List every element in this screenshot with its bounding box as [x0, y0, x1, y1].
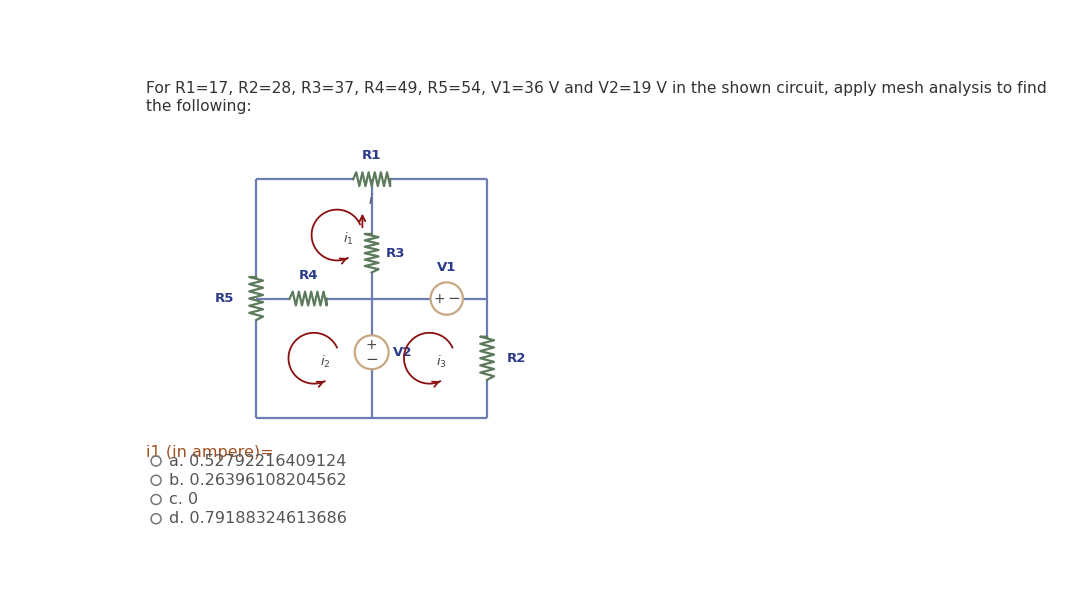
- Text: a. 0.52792216409124: a. 0.52792216409124: [170, 453, 347, 468]
- Text: V2: V2: [393, 346, 413, 359]
- Text: V1: V1: [437, 261, 456, 274]
- Text: +: +: [433, 292, 445, 306]
- Text: c. 0: c. 0: [170, 492, 199, 507]
- Text: $i_3$: $i_3$: [436, 354, 446, 370]
- Text: $i_1$: $i_1$: [343, 231, 354, 247]
- Text: R2: R2: [506, 352, 526, 365]
- Text: R1: R1: [362, 149, 381, 162]
- Text: −: −: [365, 352, 378, 367]
- Text: i1 (in ampere)=: i1 (in ampere)=: [146, 445, 274, 460]
- Text: R4: R4: [298, 268, 318, 281]
- Text: R5: R5: [216, 292, 235, 305]
- Text: $i$: $i$: [368, 193, 373, 207]
- Text: d. 0.79188324613686: d. 0.79188324613686: [170, 511, 347, 526]
- Text: +: +: [366, 337, 378, 352]
- Text: −: −: [447, 291, 460, 306]
- Text: b. 0.26396108204562: b. 0.26396108204562: [170, 473, 347, 488]
- Text: $i_2$: $i_2$: [320, 354, 330, 370]
- Text: For R1=17, R2=28, R3=37, R4=49, R5=54, V1=36 V and V2=19 V in the shown circuit,: For R1=17, R2=28, R3=37, R4=49, R5=54, V…: [146, 82, 1047, 114]
- Text: R3: R3: [385, 247, 405, 259]
